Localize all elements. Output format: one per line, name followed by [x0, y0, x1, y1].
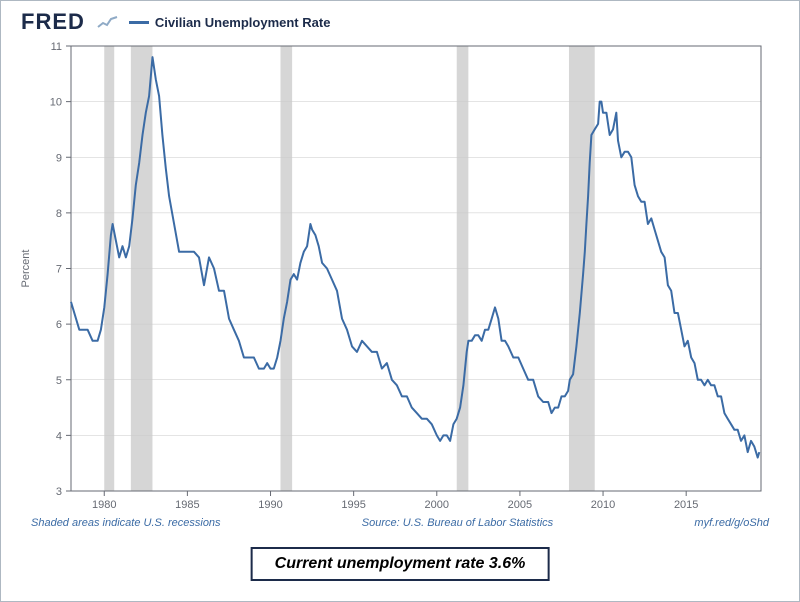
svg-text:5: 5 — [56, 375, 62, 387]
svg-text:3: 3 — [56, 486, 62, 498]
footer-right: myf.red/g/oShd — [694, 517, 769, 529]
svg-text:4: 4 — [56, 430, 62, 442]
chart-svg: 3 4 5 6 7 8 9 10 11 1980 1985 1990 1995 2000 2005 2010 2… — [1, 1, 800, 521]
svg-text:9: 9 — [56, 152, 62, 164]
svg-text:2015: 2015 — [674, 499, 698, 511]
caption-box: Current unemployment rate 3.6% — [251, 547, 550, 581]
footer-center: Source: U.S. Bureau of Labor Statistics — [362, 517, 553, 529]
svg-text:1985: 1985 — [175, 499, 199, 511]
svg-text:10: 10 — [50, 97, 62, 109]
svg-text:1995: 1995 — [341, 499, 365, 511]
footer: Shaded areas indicate U.S. recessions So… — [1, 517, 799, 529]
svg-text:1980: 1980 — [92, 499, 116, 511]
svg-text:2005: 2005 — [508, 499, 532, 511]
svg-text:7: 7 — [56, 264, 62, 276]
svg-text:11: 11 — [51, 41, 62, 53]
svg-text:1990: 1990 — [258, 499, 282, 511]
svg-text:2010: 2010 — [591, 499, 615, 511]
footer-left: Shaded areas indicate U.S. recessions — [31, 517, 221, 529]
chart-frame: FRED Civilian Unemployment Rate 34567891… — [0, 0, 800, 602]
svg-text:Percent: Percent — [20, 250, 32, 288]
svg-text:6: 6 — [56, 319, 62, 331]
svg-text:2000: 2000 — [425, 499, 449, 511]
svg-text:8: 8 — [56, 208, 62, 220]
